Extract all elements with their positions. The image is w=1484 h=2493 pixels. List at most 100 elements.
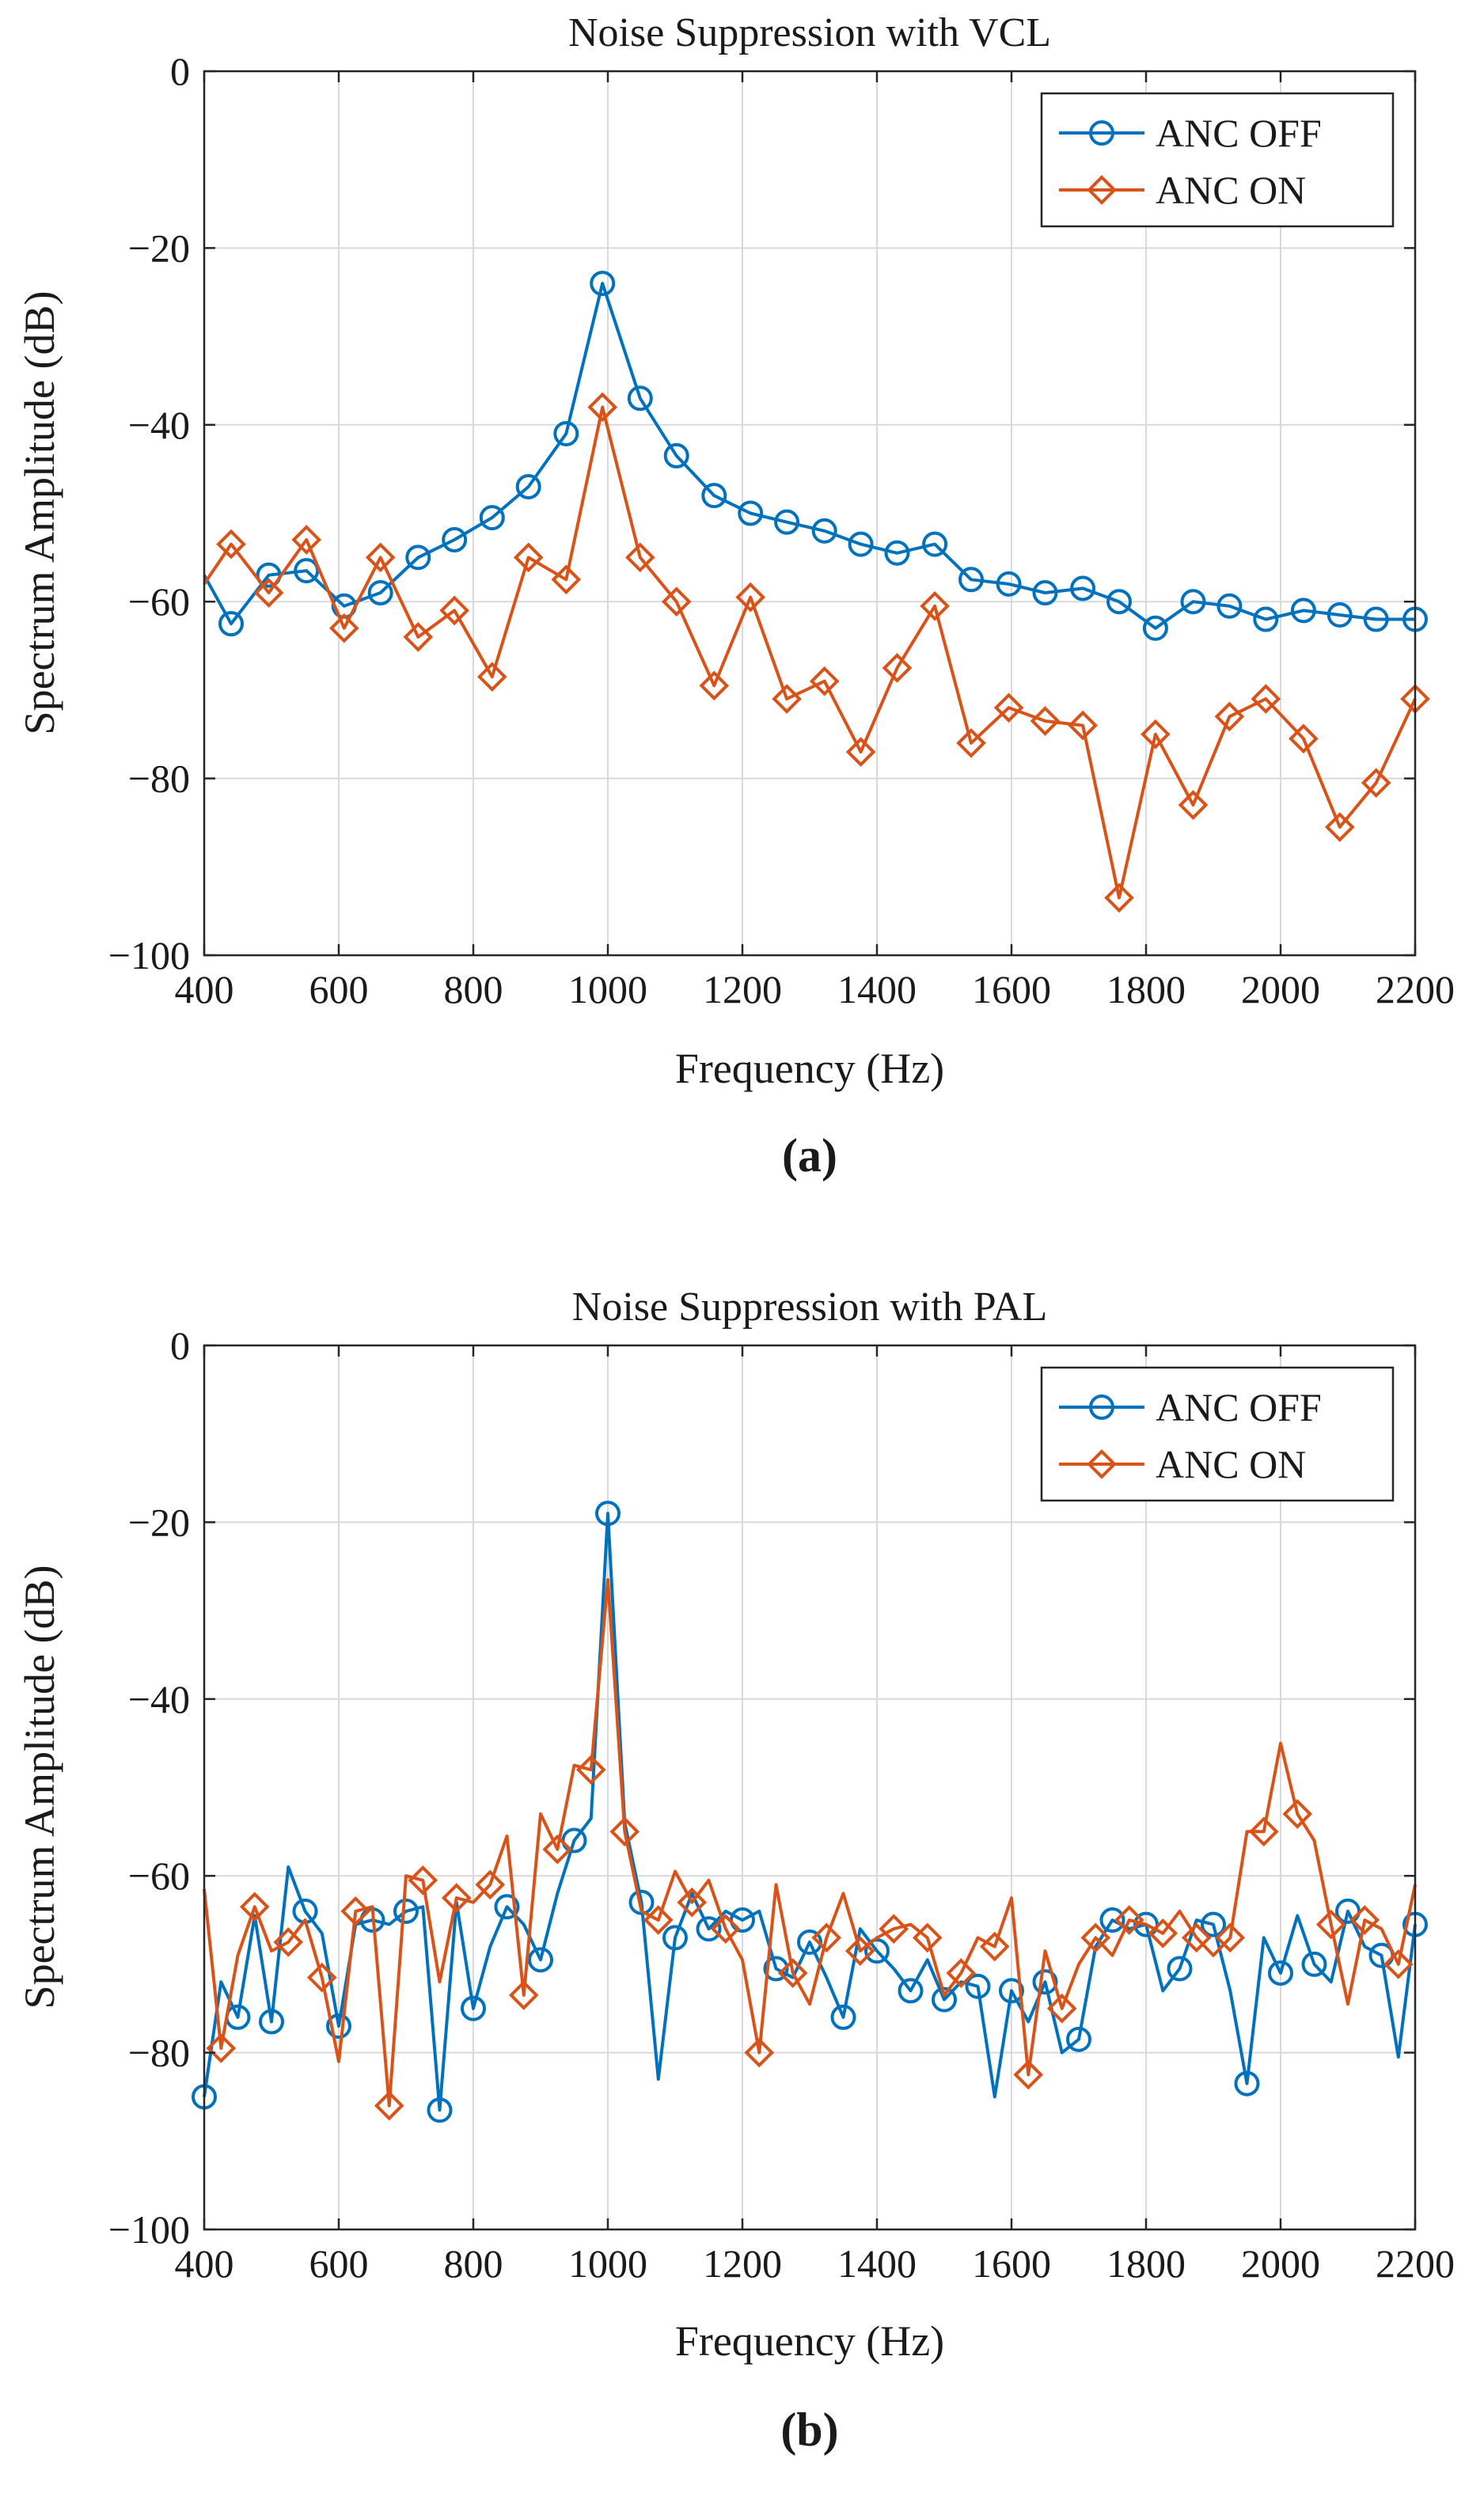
data-point <box>956 728 986 758</box>
data-point <box>811 1922 842 1953</box>
data-point <box>844 1936 875 1966</box>
x-tick-label: 1600 <box>972 967 1051 1011</box>
data-point <box>1326 601 1353 628</box>
series-line <box>203 405 1417 900</box>
x-tick-label: 400 <box>175 2241 234 2286</box>
data-point <box>1180 589 1206 615</box>
data-point <box>1214 701 1245 732</box>
data-point <box>946 1958 977 1988</box>
y-tick-label: −100 <box>108 933 190 977</box>
data-point <box>920 590 950 621</box>
x-tick-label: 2000 <box>1241 967 1320 1011</box>
data-point <box>1080 1922 1111 1953</box>
data-point <box>643 1905 674 1935</box>
legend-diamond-marker <box>1087 175 1117 205</box>
data-point <box>932 1986 957 2013</box>
data-point <box>999 1978 1024 2004</box>
data-point <box>441 1883 472 1913</box>
data-point <box>1148 1918 1178 1948</box>
legend-box <box>1040 1366 1395 1502</box>
data-point <box>1248 1816 1279 1847</box>
data-point <box>1141 719 1171 749</box>
x-tick-label: 1800 <box>1106 967 1186 1011</box>
series-anc-off <box>192 1501 1428 2123</box>
data-point <box>239 1892 270 1922</box>
data-point <box>476 662 507 692</box>
data-point <box>1032 1969 1058 1995</box>
data-point <box>628 1889 655 1915</box>
data-point <box>845 737 876 767</box>
data-point <box>774 509 800 535</box>
x-tick-label: 1800 <box>1106 2241 1186 2286</box>
data-point <box>408 1865 438 1895</box>
legend-box <box>1040 92 1395 228</box>
data-point <box>1216 593 1243 619</box>
data-point <box>374 2090 404 2121</box>
x-tick-label: 2200 <box>1376 2241 1455 2286</box>
data-point <box>1349 1905 1380 1935</box>
data-point <box>699 670 730 701</box>
data-point <box>1070 575 1096 601</box>
data-point <box>1383 1949 1414 1979</box>
data-point <box>922 531 948 557</box>
data-point <box>744 2037 775 2068</box>
x-tick-label: 1000 <box>568 2241 647 2286</box>
data-point <box>1032 580 1058 606</box>
legend-label: ANC ON <box>1156 168 1306 212</box>
data-point <box>882 653 913 683</box>
data-point <box>1289 723 1319 754</box>
legend-circle-marker <box>1089 120 1114 146</box>
data-point <box>513 542 544 573</box>
data-point <box>479 505 505 531</box>
data-point <box>1324 812 1355 842</box>
data-point <box>1253 606 1279 632</box>
data-point <box>1104 882 1134 913</box>
plot-area: 400 600 800 1000 1200 1400 1600 1800 2000 2200 0 −2… <box>108 1323 1455 2286</box>
data-point <box>1301 1951 1327 1977</box>
data-point <box>662 1925 688 1951</box>
data-point <box>403 622 434 652</box>
data-point <box>996 571 1022 597</box>
axes-box <box>203 1344 1417 2231</box>
data-point <box>216 529 246 560</box>
chart-panel-vcl: Noise Suppression with VCL Frequency (Hz… <box>16 10 1455 1182</box>
y-tick-label: −40 <box>128 403 190 447</box>
data-point <box>735 582 766 613</box>
data-point <box>884 540 910 566</box>
data-point <box>306 1962 337 1993</box>
legend: ANC OFF ANC ON <box>1040 1366 1395 1502</box>
legend-label: ANC OFF <box>1156 1385 1322 1429</box>
x-tick-label: 400 <box>175 967 234 1011</box>
data-point <box>609 1816 640 1847</box>
data-point <box>291 525 322 555</box>
y-tick-label: −80 <box>128 757 190 801</box>
data-point <box>830 2004 856 2030</box>
data-point <box>1201 1911 1226 1937</box>
y-tick-label: −60 <box>128 579 190 624</box>
data-point <box>595 1501 621 1527</box>
data-point <box>461 1995 486 2021</box>
chart-title: Noise Suppression with VCL <box>568 10 1051 55</box>
data-point <box>965 1973 991 1999</box>
data-point <box>1315 1909 1346 1940</box>
data-point <box>528 1947 553 1973</box>
data-point <box>879 1914 909 1945</box>
y-tick-label: −40 <box>128 1677 190 1721</box>
data-point <box>475 1869 506 1900</box>
series-line <box>203 1512 1417 2112</box>
data-point <box>1046 1993 1077 2024</box>
x-tick-label: 1600 <box>972 2241 1051 2286</box>
data-point <box>367 580 393 606</box>
data-point <box>1114 1905 1144 1935</box>
legend-diamond-marker <box>1087 1449 1117 1479</box>
x-tick-label: 600 <box>309 2241 369 2286</box>
data-point <box>553 420 579 446</box>
data-point <box>811 518 837 544</box>
data-point <box>979 1931 1010 1962</box>
data-point <box>763 1956 789 1982</box>
series-line <box>203 282 1415 630</box>
data-point <box>1215 1922 1246 1953</box>
data-point <box>993 692 1024 723</box>
y-tick-label: −20 <box>128 1500 190 1544</box>
